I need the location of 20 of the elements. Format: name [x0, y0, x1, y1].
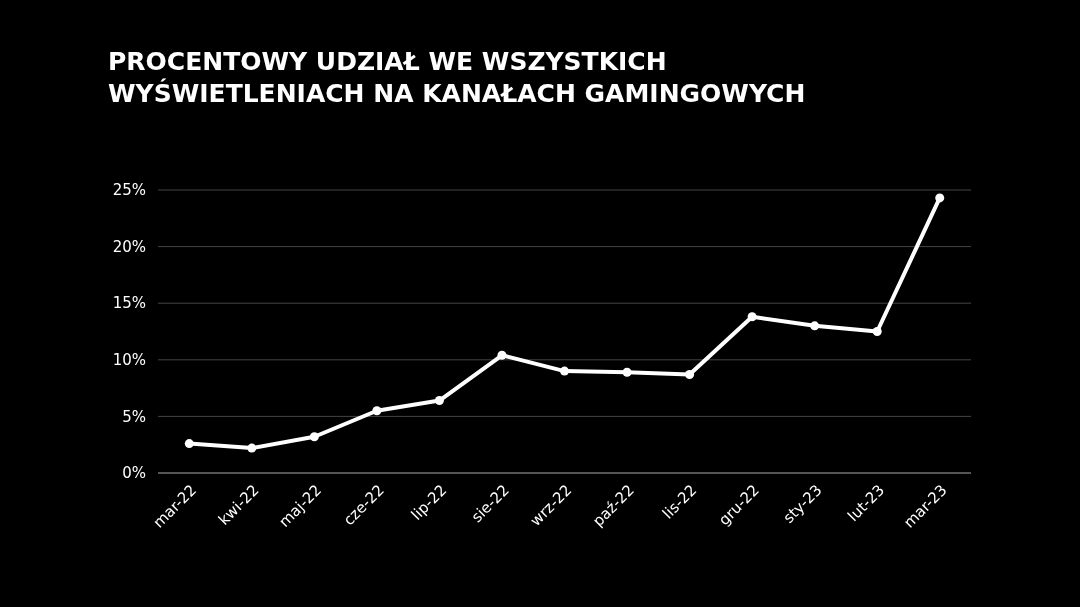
point	[935, 193, 945, 203]
point	[247, 443, 257, 453]
point	[810, 321, 820, 331]
point	[560, 366, 569, 376]
y-tick-label: 5%	[122, 407, 146, 426]
y-tick-label: 25%	[112, 181, 146, 200]
point	[184, 439, 194, 449]
y-tick-label: 10%	[112, 351, 146, 370]
point	[497, 350, 507, 360]
point	[434, 396, 444, 406]
chart-title: PROCENTOWY UDZIAŁ WE WSZYSTKICH WYŚWIETLENIACH NA KANAŁACH GAMINGOWYCH	[108, 47, 806, 108]
y-tick-label: 20%	[112, 237, 146, 256]
point	[685, 370, 695, 380]
point	[372, 406, 382, 416]
point	[747, 312, 757, 322]
y-tick-label: 15%	[112, 294, 146, 313]
point	[309, 432, 319, 442]
y-tick-label: 0%	[122, 464, 146, 483]
point	[622, 367, 632, 377]
point	[872, 327, 882, 336]
